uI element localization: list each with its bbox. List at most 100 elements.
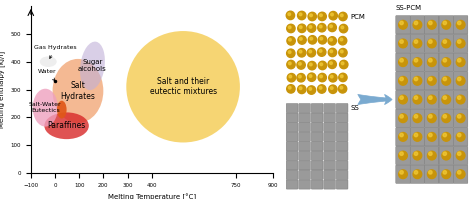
FancyBboxPatch shape	[410, 53, 425, 71]
Circle shape	[457, 171, 461, 174]
FancyBboxPatch shape	[299, 170, 310, 179]
Ellipse shape	[45, 112, 89, 139]
Circle shape	[330, 87, 333, 89]
FancyBboxPatch shape	[396, 128, 410, 146]
Circle shape	[338, 85, 347, 93]
Circle shape	[330, 75, 333, 78]
Circle shape	[413, 39, 422, 48]
Circle shape	[297, 73, 305, 82]
Circle shape	[340, 14, 343, 17]
FancyBboxPatch shape	[299, 123, 310, 132]
Circle shape	[319, 87, 322, 89]
Circle shape	[399, 114, 407, 123]
Circle shape	[320, 75, 322, 78]
FancyBboxPatch shape	[299, 103, 310, 113]
Text: Salt
Hydrates: Salt Hydrates	[61, 81, 95, 101]
Circle shape	[456, 114, 465, 123]
FancyBboxPatch shape	[454, 90, 468, 109]
Circle shape	[328, 37, 337, 45]
Circle shape	[299, 50, 302, 53]
FancyBboxPatch shape	[311, 103, 323, 113]
Circle shape	[414, 133, 418, 137]
Circle shape	[339, 73, 347, 82]
Circle shape	[400, 133, 403, 137]
Circle shape	[414, 152, 418, 155]
Circle shape	[428, 76, 436, 85]
Circle shape	[338, 36, 347, 45]
FancyBboxPatch shape	[396, 146, 410, 165]
FancyBboxPatch shape	[299, 151, 310, 160]
Circle shape	[298, 36, 306, 44]
FancyBboxPatch shape	[396, 34, 410, 53]
Ellipse shape	[53, 59, 103, 123]
Circle shape	[289, 62, 291, 65]
Circle shape	[308, 73, 316, 81]
Circle shape	[442, 20, 451, 29]
FancyBboxPatch shape	[396, 72, 410, 90]
Circle shape	[456, 39, 465, 48]
Text: Salt and their
eutectic mixtures: Salt and their eutectic mixtures	[149, 77, 217, 97]
Circle shape	[413, 151, 422, 160]
Circle shape	[428, 40, 432, 43]
FancyBboxPatch shape	[299, 161, 310, 170]
FancyBboxPatch shape	[324, 142, 336, 151]
Ellipse shape	[57, 101, 66, 119]
Circle shape	[442, 58, 451, 66]
FancyBboxPatch shape	[324, 113, 336, 122]
Circle shape	[456, 95, 465, 104]
Text: SS: SS	[350, 105, 359, 111]
FancyBboxPatch shape	[337, 161, 348, 170]
Circle shape	[287, 60, 295, 69]
Ellipse shape	[40, 56, 57, 67]
FancyBboxPatch shape	[425, 34, 439, 53]
Circle shape	[456, 76, 465, 85]
Circle shape	[399, 39, 407, 48]
Circle shape	[400, 96, 403, 99]
Circle shape	[443, 21, 447, 25]
Circle shape	[456, 170, 465, 179]
Circle shape	[428, 152, 432, 155]
Circle shape	[443, 77, 447, 81]
FancyBboxPatch shape	[454, 53, 468, 71]
Text: Gas Hydrates: Gas Hydrates	[34, 45, 76, 59]
Circle shape	[413, 133, 422, 141]
Circle shape	[413, 20, 422, 29]
Text: Water: Water	[37, 69, 56, 81]
Circle shape	[428, 21, 432, 25]
FancyBboxPatch shape	[425, 53, 439, 71]
FancyBboxPatch shape	[410, 34, 425, 53]
Circle shape	[428, 115, 432, 118]
Circle shape	[310, 14, 312, 17]
FancyBboxPatch shape	[311, 151, 323, 160]
Circle shape	[413, 58, 422, 66]
Circle shape	[319, 50, 322, 52]
FancyBboxPatch shape	[286, 103, 298, 113]
FancyBboxPatch shape	[410, 146, 425, 165]
Circle shape	[288, 26, 291, 29]
FancyBboxPatch shape	[410, 109, 425, 127]
Circle shape	[457, 59, 461, 62]
FancyBboxPatch shape	[425, 146, 439, 165]
FancyBboxPatch shape	[396, 16, 410, 34]
Circle shape	[414, 59, 418, 62]
FancyBboxPatch shape	[396, 53, 410, 71]
Circle shape	[287, 37, 295, 45]
Text: Sugar
alcohols: Sugar alcohols	[78, 59, 107, 72]
Circle shape	[399, 58, 407, 66]
Text: Salt-Water
Eutectics: Salt-Water Eutectics	[29, 102, 62, 113]
FancyBboxPatch shape	[337, 113, 348, 122]
Circle shape	[331, 13, 333, 16]
Circle shape	[428, 133, 436, 141]
Circle shape	[340, 75, 343, 78]
FancyBboxPatch shape	[299, 142, 310, 151]
Circle shape	[428, 59, 432, 62]
Circle shape	[443, 96, 447, 99]
Circle shape	[442, 133, 451, 141]
Circle shape	[318, 61, 327, 70]
FancyBboxPatch shape	[425, 90, 439, 109]
Circle shape	[309, 75, 312, 77]
Circle shape	[442, 114, 451, 123]
Circle shape	[299, 62, 301, 65]
FancyBboxPatch shape	[311, 180, 323, 189]
Circle shape	[457, 96, 461, 99]
